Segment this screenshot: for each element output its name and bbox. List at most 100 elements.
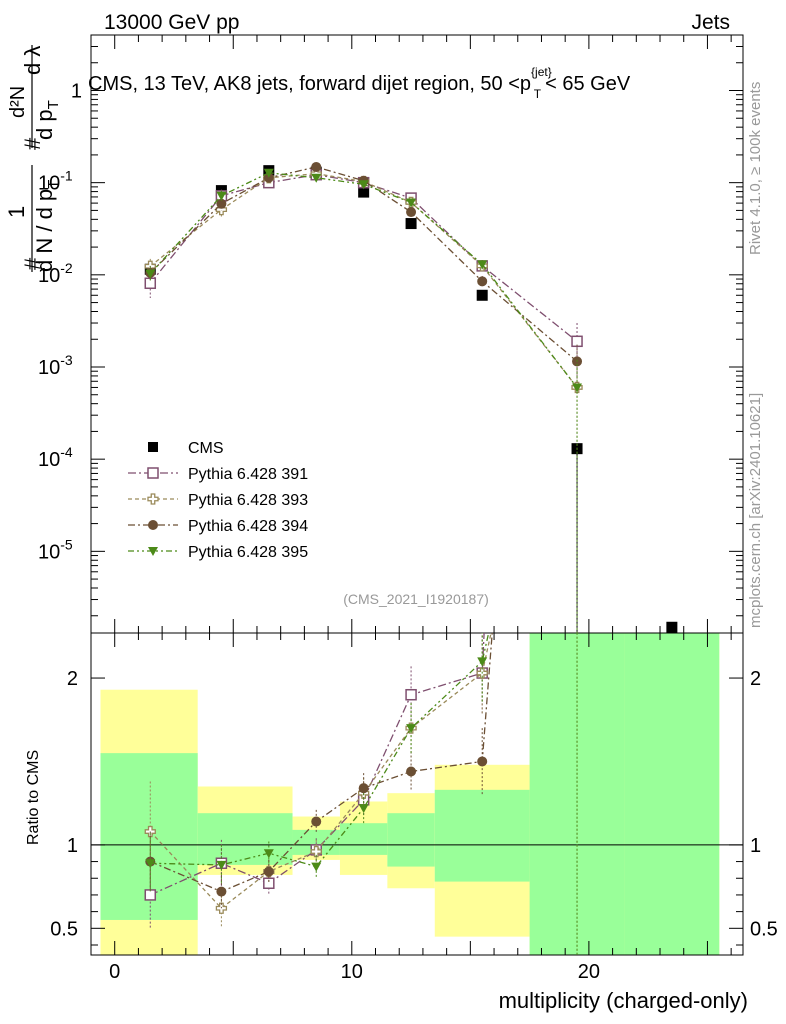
ratio-y-tick-label-right: 2 <box>750 668 761 690</box>
plot-title: CMS, 13 TeV, AK8 jets, forward dijet reg… <box>88 65 631 101</box>
data-point <box>406 198 417 208</box>
ratio-bands <box>100 633 720 955</box>
svg-text:1: 1 <box>4 206 29 218</box>
series-p395 <box>145 168 583 633</box>
ratio-point <box>477 657 488 667</box>
data-point <box>145 269 156 279</box>
ratio-line <box>150 633 490 868</box>
legend-label: CMS <box>188 440 224 457</box>
ratio-point <box>311 816 322 827</box>
legend-entry-p393: Pythia 6.428 393 <box>128 492 308 509</box>
mcplots-label: mcplots.cern.ch [arXiv:2401.10621] <box>747 393 764 628</box>
ratio-line <box>150 633 493 893</box>
ratio-y-tick-label-left: 0.5 <box>50 918 78 940</box>
ratio-y-tick-label-right: 0.5 <box>750 918 778 940</box>
ratio-series-p395 <box>145 240 582 955</box>
data-point <box>476 289 488 301</box>
ratio-band-inner <box>387 813 435 867</box>
legend-marker <box>147 493 159 505</box>
legend-entry-p394: Pythia 6.428 394 <box>128 518 308 535</box>
ratio-line <box>149 633 492 910</box>
ratio-point <box>572 239 582 249</box>
data-point <box>216 198 227 209</box>
data-point <box>358 180 369 190</box>
main-y-tick-label: 10-4 <box>38 444 73 471</box>
main-series <box>144 161 678 633</box>
ratio-band-inner <box>434 789 530 882</box>
legend-label: Pythia 6.428 393 <box>188 492 308 509</box>
ratio-point <box>263 849 274 859</box>
data-point <box>405 218 417 230</box>
series-p391 <box>144 168 583 376</box>
svg-text:d λ: d λ <box>20 46 45 75</box>
data-point <box>666 621 678 633</box>
ratio-point <box>572 240 582 249</box>
series-line <box>149 173 578 388</box>
ratio-point <box>310 845 322 858</box>
data-point <box>406 207 417 218</box>
legend-entry-cms: CMS <box>148 440 224 457</box>
ratio-series <box>144 239 582 955</box>
series-p393 <box>144 168 583 633</box>
header-left: 13000 GeV pp <box>104 11 239 34</box>
ratio-line <box>150 633 485 896</box>
ratio-point <box>406 766 417 777</box>
main-y-tick-label: 10-2 <box>38 260 73 287</box>
svg-text:d²N: d²N <box>7 86 29 118</box>
header-right: Jets <box>691 11 730 34</box>
ratio-point <box>263 877 275 890</box>
legend: CMS Pythia 6.428 391 Pythia 6.428 393 Pythi… <box>128 440 308 561</box>
analysis-id: (CMS_2021_I1920187) <box>343 591 489 607</box>
data-point <box>216 191 227 201</box>
ratio-y-tick-label-left: 2 <box>67 668 78 690</box>
data-point <box>263 168 274 178</box>
ratio-y-tick-label-right: 1 <box>750 835 761 857</box>
data-point <box>477 260 488 270</box>
data-point <box>358 186 370 198</box>
legend-marker <box>148 442 158 452</box>
legend-label: Pythia 6.428 394 <box>188 518 308 535</box>
ratio-point <box>263 866 274 877</box>
ratio-point <box>144 889 157 901</box>
ratio-point <box>406 724 417 734</box>
svg-text:d pT: d pT <box>32 100 62 140</box>
legend-label: Pythia 6.428 395 <box>188 544 308 561</box>
data-point <box>311 161 322 172</box>
legend-marker <box>148 547 158 556</box>
x-axis-label: multiplicity (charged-only) <box>499 988 748 1013</box>
ratio-point <box>216 886 227 897</box>
main-y-tick-label: 10-3 <box>38 352 73 379</box>
main-axis-ticks: 10-5 10-4 10-3 10-2 10-1 1 <box>38 34 743 633</box>
ratio-axis-ticks: 0 10 20 0.5 0.5 1 1 2 2 <box>50 633 778 983</box>
ratio-ylabel: Ratio to CMS <box>25 750 42 845</box>
ratio-point <box>216 860 227 870</box>
ratio-x-tick-label: 10 <box>341 961 363 983</box>
main-y-tick-label: 10-1 <box>38 168 73 195</box>
ratio-band-inner <box>197 813 293 865</box>
legend-marker <box>147 467 159 479</box>
ratio-x-tick-label: 20 <box>578 961 600 983</box>
ratio-point <box>358 804 369 814</box>
ratio-point <box>405 688 417 701</box>
svg-text:d N / d pT: d N / d pT <box>32 180 62 272</box>
series-line <box>149 172 578 388</box>
ratio-frame <box>90 632 744 956</box>
legend-entry-p391: Pythia 6.428 391 <box>128 466 308 483</box>
series-cms <box>144 165 678 633</box>
data-point <box>477 276 488 287</box>
main-ylabel: # 1 d N / d pT # d²N d pT d λ <box>4 45 62 272</box>
legend-entry-p395: Pythia 6.428 395 <box>128 544 308 561</box>
ratio-y-tick-label-left: 1 <box>67 835 78 857</box>
main-y-tick-label: 1 <box>71 80 82 102</box>
ratio-band-inner <box>624 633 720 955</box>
ratio-point <box>311 862 322 872</box>
legend-label: Pythia 6.428 391 <box>188 466 308 483</box>
rivet-label: Rivet 4.1.0, ≥ 100k events <box>747 82 764 255</box>
data-point <box>572 383 583 393</box>
ratio-point <box>145 859 156 869</box>
series-line <box>149 174 578 342</box>
data-point <box>311 173 322 183</box>
ratio-point <box>358 783 369 794</box>
main-y-tick-label: 10-5 <box>38 536 73 563</box>
